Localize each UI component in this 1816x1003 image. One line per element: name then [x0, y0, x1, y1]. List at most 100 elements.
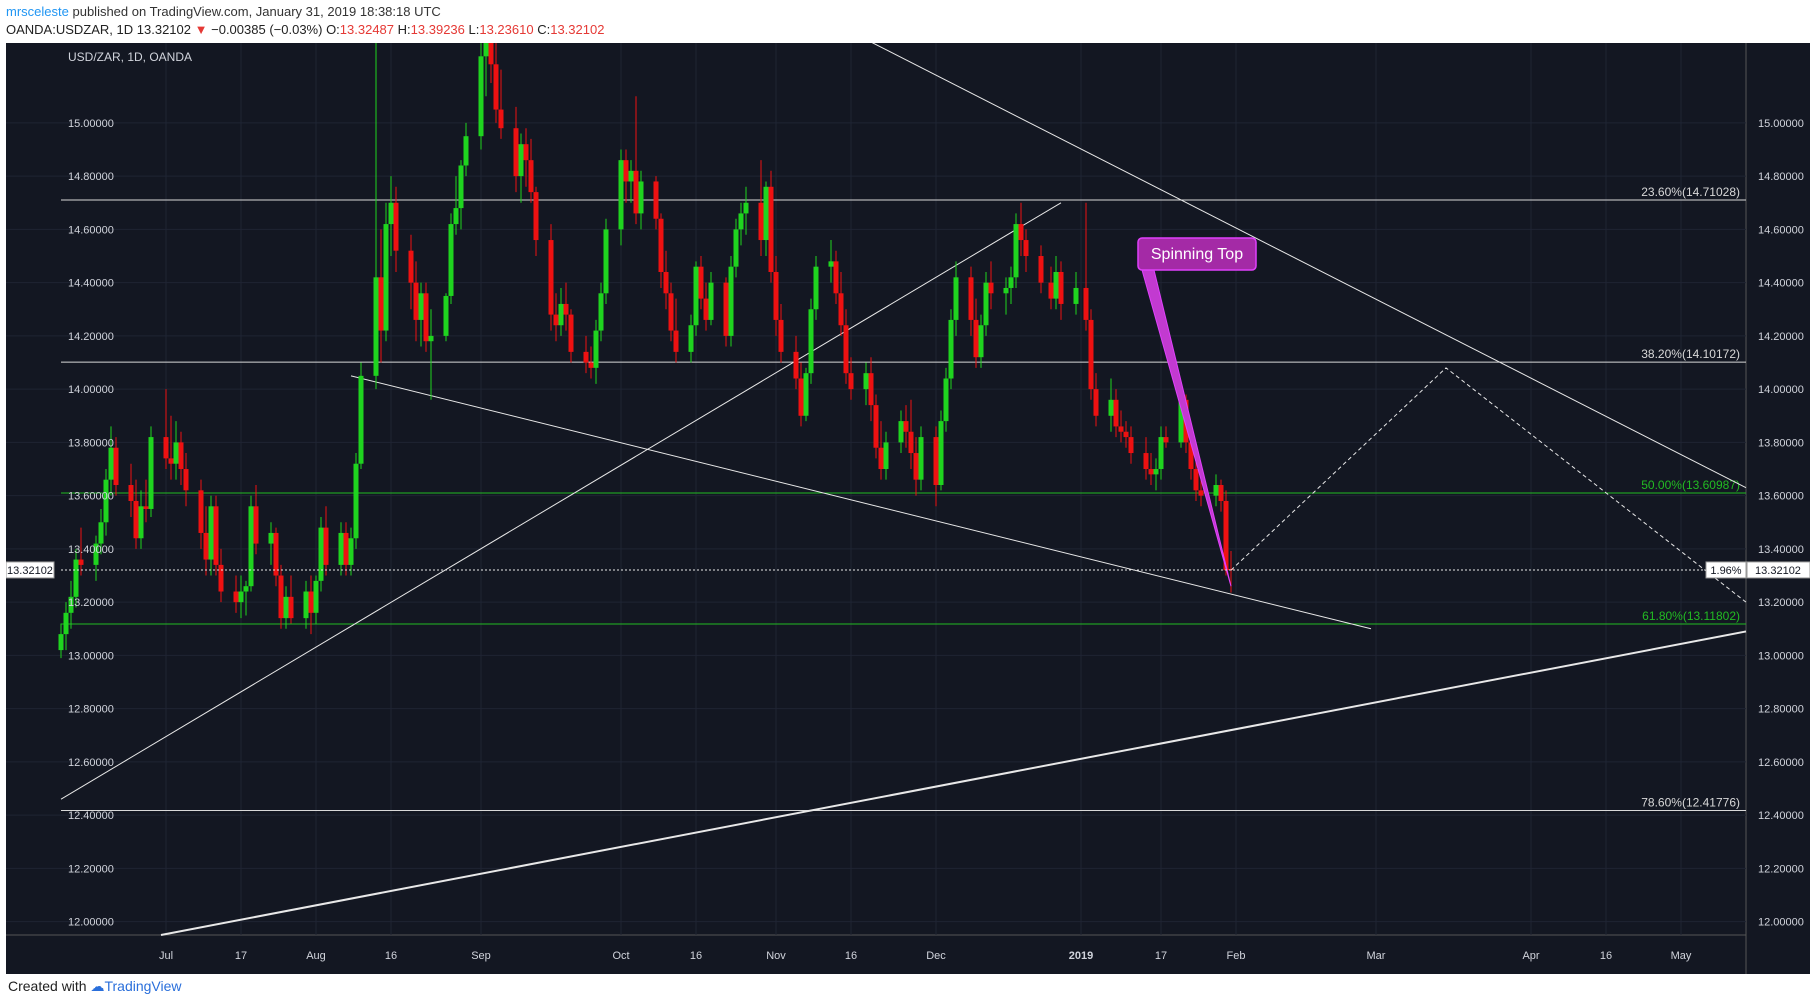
- candle-body: [1188, 442, 1194, 470]
- last-price: 13.32102: [136, 22, 191, 37]
- candle-body: [688, 325, 694, 352]
- candle-body: [273, 532, 279, 576]
- candle-body: [863, 373, 869, 390]
- price-tick-label: 13.00000: [1758, 650, 1804, 662]
- candle-body: [903, 421, 909, 432]
- candle-body: [558, 303, 564, 326]
- time-tick-label: 2019: [1069, 950, 1093, 962]
- candle-body: [68, 596, 74, 613]
- candle-body: [1058, 271, 1064, 304]
- candle-body: [553, 314, 559, 326]
- chart-area[interactable]: 23.60%(14.71028) 38.20%(14.10172) 50.00%(1…: [5, 0, 1811, 974]
- candle-body: [1123, 431, 1129, 438]
- down-arrow-icon: ▼: [194, 22, 208, 37]
- candle-body: [933, 437, 939, 486]
- candle-body: [1178, 399, 1184, 443]
- price-tick-label: 12.80000: [1758, 704, 1804, 716]
- candle-body: [388, 202, 394, 225]
- candle-body: [1218, 485, 1224, 501]
- candle-body: [168, 458, 174, 464]
- candle-body: [1153, 469, 1159, 475]
- price-tick-label: 14.40000: [1758, 278, 1804, 290]
- fib-level-label: 38.20%(14.10172): [1641, 347, 1740, 361]
- candle-body: [373, 277, 379, 376]
- candle-body: [338, 532, 344, 565]
- price-chart[interactable]: 23.60%(14.71028) 38.20%(14.10172) 50.00%(1…: [5, 0, 1811, 974]
- candle-body: [248, 506, 254, 587]
- tradingview-brand[interactable]: TradingView: [104, 978, 182, 994]
- candle-body: [1198, 490, 1204, 496]
- left-price-tick-label: 14.00000: [68, 384, 114, 396]
- candle-body: [693, 266, 699, 326]
- candle-body: [63, 612, 69, 635]
- candle-body: [803, 373, 809, 416]
- created-with-label: Created with: [8, 978, 87, 994]
- candle-body: [953, 277, 959, 320]
- spinning-top-callout[interactable]: Spinning Top: [1137, 237, 1257, 587]
- candle-body: [588, 362, 594, 368]
- callout-box[interactable]: [1137, 237, 1257, 271]
- username-link[interactable]: mrsceleste: [6, 4, 69, 19]
- candle-body: [948, 319, 954, 379]
- candle-body: [78, 559, 84, 565]
- candle-body: [1038, 256, 1044, 283]
- candle-body: [913, 453, 919, 480]
- candle-body: [343, 532, 349, 565]
- candle-body: [478, 56, 484, 137]
- candle-body: [138, 506, 144, 539]
- time-tick-label: Oct: [612, 950, 629, 962]
- fib-levels: 23.60%(14.71028) 38.20%(14.10172) 50.00%(1…: [61, 185, 1746, 811]
- price-axis[interactable]: 15.00000 15.00000 14.80000 14.80000 14.60000…: [68, 118, 1804, 929]
- tradingview-logo-icon: ☁: [90, 978, 105, 994]
- candle-body: [163, 437, 169, 459]
- time-scale-background: [6, 935, 1746, 974]
- candle-body: [1008, 277, 1014, 288]
- time-axis[interactable]: Jul 17 Aug 16 Sep Oct 16 Nov 16 Dec 2019 17 Feb Mar Ap…: [159, 950, 1692, 962]
- candle-body: [843, 325, 849, 374]
- candle-body: [183, 469, 189, 491]
- grid: [6, 43, 1746, 935]
- candle-body: [638, 181, 644, 214]
- candle-body: [938, 421, 944, 486]
- candle-body: [868, 373, 874, 406]
- trendline: [160, 630, 1747, 936]
- time-tick-label: Nov: [766, 950, 786, 962]
- candle-body: [598, 293, 604, 331]
- price-tick-label: 12.40000: [1758, 810, 1804, 822]
- candle-body: [1003, 287, 1009, 294]
- time-tick-label: Aug: [306, 950, 326, 962]
- candle-body: [563, 303, 569, 315]
- candle-body: [448, 224, 454, 296]
- candle-body: [348, 538, 354, 565]
- candle-body: [518, 144, 524, 177]
- candle-body: [463, 136, 469, 166]
- left-last-price-box: [5, 561, 55, 579]
- time-tick-label: 17: [235, 950, 247, 962]
- ohlc-low-label: L:: [468, 22, 480, 37]
- candle-body: [1113, 399, 1119, 427]
- price-change: −0.00385 (−0.03%): [211, 22, 323, 37]
- price-tick-label: 12.00000: [1758, 917, 1804, 929]
- projection-line: [1230, 367, 1747, 603]
- candle-body: [428, 335, 434, 342]
- candle-body: [278, 575, 284, 619]
- candle-body: [58, 634, 64, 651]
- left-price-tick-label: 12.20000: [68, 863, 114, 875]
- price-scale-background: [1746, 43, 1810, 974]
- candle-body: [103, 479, 109, 523]
- candle-body: [1193, 469, 1199, 491]
- candle-body: [198, 490, 204, 533]
- candle-body: [133, 500, 139, 539]
- candle-body: [568, 314, 574, 352]
- candle-body: [528, 160, 534, 193]
- candle-body: [243, 586, 249, 592]
- ohlc-high-label: H:: [397, 22, 411, 37]
- time-tick-label: 17: [1155, 950, 1167, 962]
- candle-body: [523, 144, 529, 161]
- trendline: [787, 0, 1747, 489]
- price-tick-label: 12.60000: [1758, 757, 1804, 769]
- last-price-marker: 13.32102 1.96% 13.32102: [5, 561, 1811, 579]
- left-price-tick-label: 12.40000: [68, 810, 114, 822]
- callout-text: Spinning Top: [1151, 246, 1243, 263]
- candle-body: [548, 240, 554, 315]
